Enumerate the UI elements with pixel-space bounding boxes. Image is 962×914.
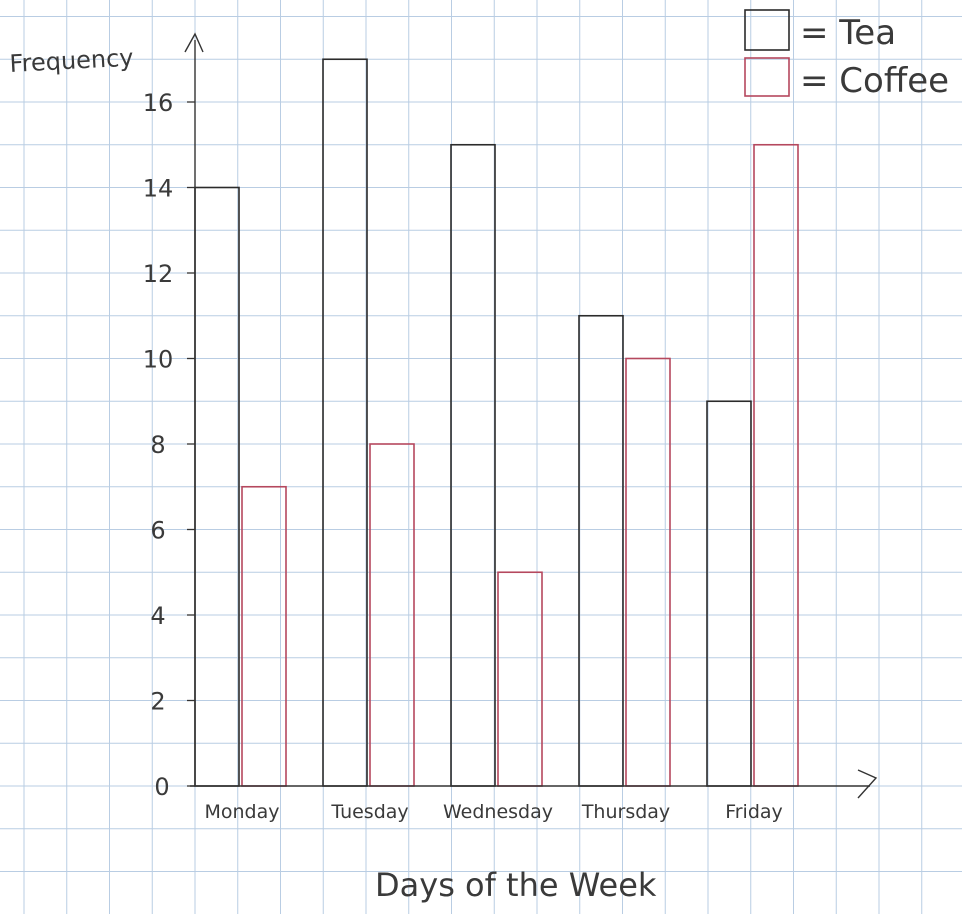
bar-coffee-monday	[241, 485, 287, 787]
y-axis-arrow	[184, 32, 204, 53]
bar-tea-tuesday	[322, 58, 368, 787]
y-tick-label-10: 10	[143, 346, 174, 374]
y-tick-label-14: 14	[143, 175, 174, 203]
y-tick-label-16: 16	[143, 89, 174, 117]
y-tick-label-8: 8	[150, 431, 165, 459]
y-tick-label-0: 0	[154, 773, 169, 801]
x-axis-label: Days of the Week	[375, 866, 657, 904]
y-tick-label-2: 2	[150, 688, 165, 716]
y-ticks: 0 2 4 6 8 10 12 14 16	[143, 89, 195, 801]
y-tick-label-12: 12	[143, 260, 174, 288]
x-tick-label-tuesday: Tuesday	[330, 801, 408, 823]
y-axis-label: Frequency	[9, 44, 134, 78]
x-axis-arrow	[857, 769, 878, 799]
x-tick-label-friday: Friday	[725, 801, 783, 823]
legend-coffee-swatch	[744, 57, 790, 97]
axes	[184, 32, 878, 799]
bar-tea-thursday	[578, 314, 624, 787]
x-tick-label-monday: Monday	[204, 801, 279, 823]
x-tick-label-thursday: Thursday	[581, 801, 670, 823]
legend-tea-swatch	[744, 9, 790, 51]
legend: = Tea = Coffee	[744, 9, 949, 101]
x-tick-labels: Monday Tuesday Wednesday Thursday Friday	[204, 801, 782, 823]
bar-tea-friday	[706, 400, 752, 787]
y-tick-label-6: 6	[150, 517, 165, 545]
bar-coffee-friday	[753, 143, 799, 787]
bar-tea-wednesday	[450, 143, 496, 787]
bar-coffee-wednesday	[497, 571, 543, 787]
legend-tea-label: = Tea	[800, 13, 896, 53]
x-tick-label-wednesday: Wednesday	[443, 801, 553, 823]
y-tick-label-4: 4	[150, 602, 165, 630]
legend-coffee-label: = Coffee	[800, 61, 949, 101]
